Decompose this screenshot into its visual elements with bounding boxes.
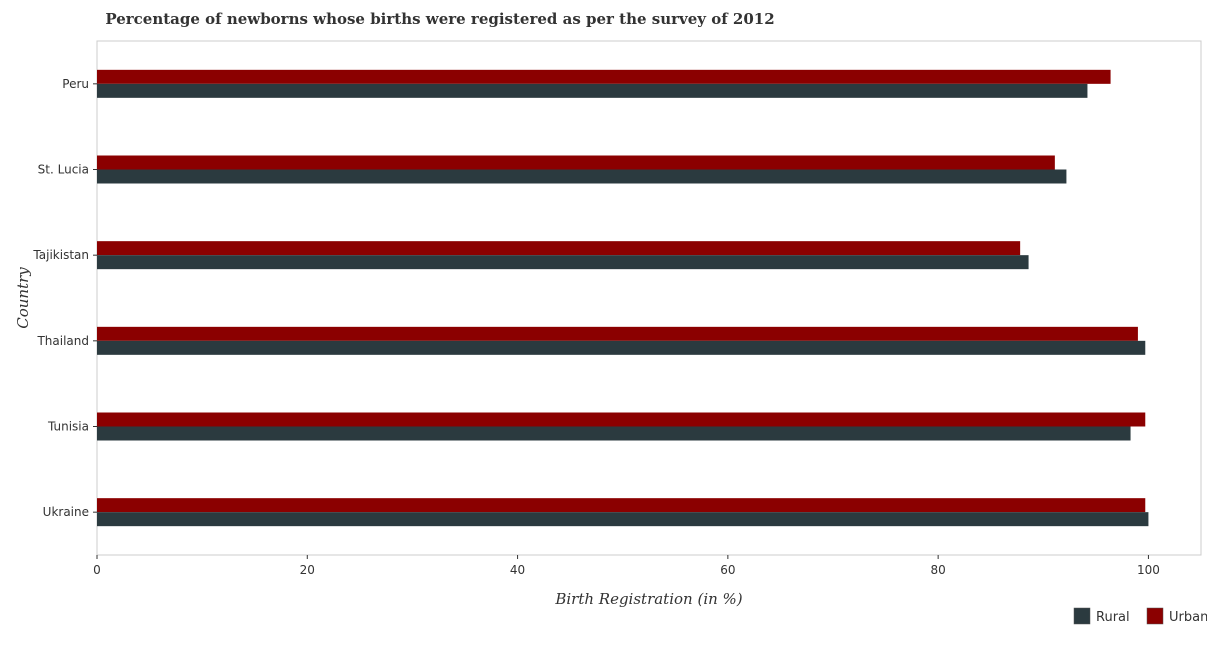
legend-label-rural: Rural [1096, 610, 1130, 625]
legend: Rural Urban [1073, 607, 1207, 625]
bar-rural-peru [97, 83, 1088, 98]
y-tick-label: Ukraine [43, 505, 89, 519]
bars-group [97, 69, 1149, 527]
bar-rural-tunisia [97, 426, 1131, 441]
y-tick-label: St. Lucia [38, 163, 89, 177]
y-tick-label: Peru [62, 77, 89, 91]
bar-urban-st-lucia [97, 155, 1055, 170]
x-tick-label: 100 [1137, 563, 1160, 577]
bar-urban-tajikistan [97, 241, 1021, 256]
legend-swatch-urban [1146, 607, 1164, 625]
y-tick-label: Thailand [36, 334, 89, 348]
bar-rural-st-lucia [97, 169, 1067, 184]
x-tick-label: 20 [300, 563, 315, 577]
x-axis-label: Birth Registration (in %) [554, 590, 742, 608]
plot-area [96, 40, 1202, 556]
bar-rural-ukraine [97, 512, 1149, 527]
x-tick-label: 80 [931, 563, 946, 577]
bar-urban-peru [97, 69, 1111, 84]
bar-rural-thailand [97, 340, 1146, 355]
bar-urban-tunisia [97, 412, 1146, 427]
y-tick-label: Tunisia [47, 420, 89, 434]
x-tick-label: 0 [93, 563, 101, 577]
chart-title: Percentage of newborns whose births were… [105, 10, 774, 28]
bar-urban-ukraine [97, 498, 1146, 513]
x-axis: 0 20 40 60 80 100 [93, 555, 1160, 577]
y-axis: Peru St. Lucia Tajikistan Thailand Tunisia Uk… [32, 77, 97, 519]
bar-rural-tajikistan [97, 255, 1029, 270]
bar-urban-thailand [97, 326, 1138, 341]
legend-label-urban: Urban [1169, 610, 1207, 625]
x-tick-label: 40 [510, 563, 525, 577]
legend-swatch-rural [1073, 607, 1091, 625]
y-axis-label: Country [14, 267, 32, 329]
x-tick-label: 60 [720, 563, 735, 577]
y-tick-label: Tajikistan [32, 248, 89, 262]
